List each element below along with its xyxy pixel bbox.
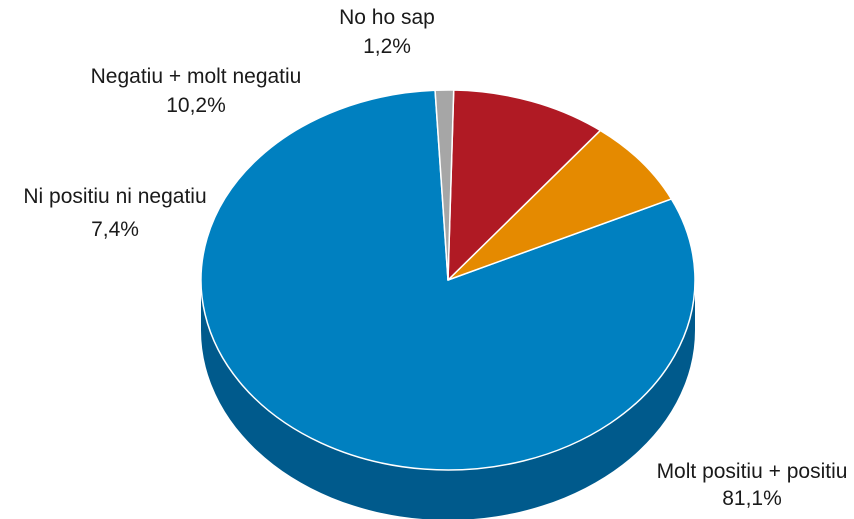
slice-value-ni-positiu: 7,4% [91, 218, 139, 241]
slice-value-no-ho-sap: 1,2% [363, 35, 411, 58]
slice-value-negatiu: 10,2% [166, 94, 226, 117]
slice-value-molt-positiu: 81,1% [722, 487, 782, 510]
slice-label-molt-positiu: Molt positiu + positiu [657, 460, 848, 483]
pie-labels: Molt positiu + positiu 81,1% Ni positiu … [23, 6, 847, 510]
pie-tops [200, 89, 696, 471]
pie-slice-ni-positiu-ni-negatiu [447, 129, 673, 281]
slice-label-ni-positiu: Ni positiu ni negatiu [23, 185, 206, 208]
pie-side-molt-positiu-positiu [201, 280, 695, 519]
pie-slice-no-ho-sap [434, 89, 455, 281]
slice-label-negatiu: Negatiu + molt negatiu [91, 65, 302, 88]
pie-sides [201, 280, 695, 519]
slice-label-no-ho-sap: No ho sap [339, 6, 435, 29]
pie-slice-negatiu-molt-negatiu [447, 89, 602, 281]
